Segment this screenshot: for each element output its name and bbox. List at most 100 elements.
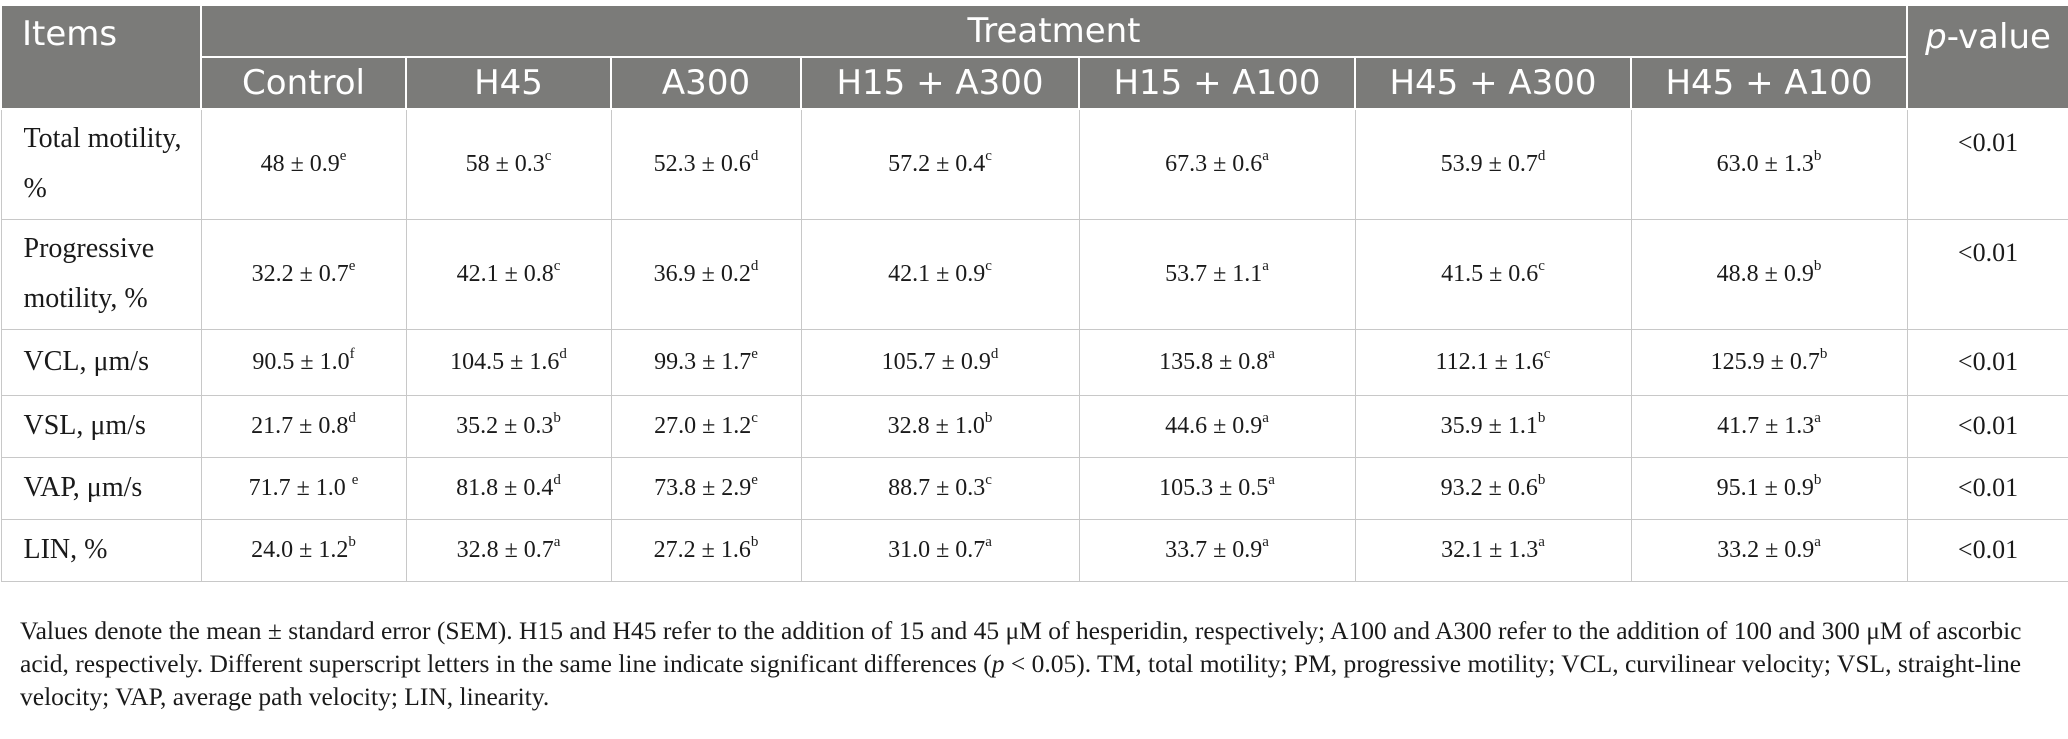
cell-value: 104.5 ± 1.6 — [450, 349, 560, 375]
header-group: H45 — [405, 56, 612, 110]
cell-superscript: f — [349, 346, 355, 362]
cell-value: 32.1 ± 1.3 — [1441, 537, 1539, 563]
cell-superscript: c — [1543, 346, 1551, 362]
header-group: H15 + A300 — [800, 56, 1080, 110]
cell-value: 53.7 ± 1.1 — [1165, 261, 1263, 287]
cell-superscript: e — [351, 472, 359, 488]
value-cell: 71.7 ± 1.0 e — [200, 456, 407, 520]
p-value-cell: <0.01 — [1906, 518, 2068, 582]
value-cell: 44.6 ± 0.9a — [1078, 394, 1356, 458]
results-table: Items Treatment p-value Control H45 A300 H1… — [0, 4, 2068, 582]
cell-value: 27.0 ± 1.2 — [654, 413, 752, 439]
value-cell: 33.7 ± 0.9a — [1078, 518, 1356, 582]
cell-value: 41.5 ± 0.6 — [1441, 261, 1539, 287]
cell-value: 53.9 ± 0.7 — [1440, 151, 1538, 178]
cell-superscript: a — [1538, 534, 1545, 550]
cell-value: 58 ± 0.3 — [465, 151, 545, 178]
p-value-cell: <0.01 — [1906, 456, 2068, 520]
value-cell: 73.8 ± 2.9e — [610, 456, 802, 520]
p-value-cell: <0.01 — [1906, 218, 2068, 330]
value-cell: 27.0 ± 1.2c — [610, 394, 802, 458]
cell-superscript: d — [750, 148, 759, 165]
cell-value: 99.3 ± 1.7 — [654, 349, 752, 375]
cell-value: 57.2 ± 0.4 — [888, 151, 986, 178]
value-cell: 63.0 ± 1.3b — [1630, 108, 1908, 220]
cell-superscript: c — [544, 148, 552, 165]
cell-superscript: a — [985, 534, 992, 550]
cell-superscript: c — [751, 410, 758, 426]
cell-superscript: b — [1537, 410, 1546, 426]
row-label: Progressive motility, % — [0, 218, 202, 330]
cell-superscript: e — [751, 346, 758, 362]
cell-superscript: b — [348, 534, 356, 550]
cell-superscript: d — [559, 346, 567, 362]
value-cell: 27.2 ± 1.6b — [610, 518, 802, 582]
row-label: VCL, μm/s — [0, 328, 202, 396]
header-group: H15 + A100 — [1078, 56, 1356, 110]
cell-value: 95.1 ± 0.9 — [1716, 475, 1814, 501]
cell-superscript: a — [1814, 410, 1821, 426]
cell-value: 32.8 ± 1.0 — [887, 413, 985, 439]
value-cell: 53.9 ± 0.7d — [1354, 108, 1632, 220]
cell-superscript: b — [1819, 346, 1828, 362]
cell-value: 24.0 ± 1.2 — [251, 537, 349, 563]
cell-superscript: b — [1813, 472, 1822, 488]
value-cell: 48.8 ± 0.9b — [1630, 218, 1908, 330]
header-group: Control — [200, 56, 407, 110]
value-cell: 104.5 ± 1.6d — [405, 328, 612, 396]
cell-value: 32.2 ± 0.7 — [251, 261, 349, 287]
cell-value: 33.2 ± 0.9 — [1717, 537, 1815, 563]
header-p-rest: -value — [1946, 17, 2051, 57]
cell-value: 33.7 ± 0.9 — [1165, 537, 1263, 563]
cell-value: 88.7 ± 0.3 — [888, 475, 986, 501]
header-treatment: Treatment — [199, 4, 1909, 58]
value-cell: 35.2 ± 0.3b — [405, 394, 612, 458]
value-cell: 42.1 ± 0.8c — [405, 218, 612, 330]
row-label: LIN, % — [0, 518, 202, 582]
cell-superscript: a — [1268, 346, 1275, 362]
cell-superscript: c — [985, 148, 992, 165]
header-p-italic: p — [1925, 17, 1947, 57]
value-cell: 42.1 ± 0.9c — [800, 218, 1080, 330]
cell-value: 35.9 ± 1.1 — [1440, 413, 1538, 439]
table-footnote: Values denote the mean ± standard error … — [20, 614, 2050, 713]
cell-superscript: e — [348, 258, 356, 274]
value-cell: 105.3 ± 0.5a — [1078, 456, 1356, 520]
cell-superscript: d — [348, 410, 356, 426]
cell-value: 36.9 ± 0.2 — [653, 261, 751, 287]
value-cell: 90.5 ± 1.0f — [200, 328, 407, 396]
p-value-cell: <0.01 — [1906, 108, 2068, 220]
cell-superscript: d — [1537, 148, 1546, 165]
cell-value: 135.8 ± 0.8 — [1159, 349, 1269, 375]
p-value-cell: <0.01 — [1906, 394, 2068, 458]
cell-superscript: c — [1538, 258, 1545, 274]
cell-value: 63.0 ± 1.3 — [1716, 151, 1814, 178]
cell-superscript: b — [553, 410, 561, 426]
value-cell: 32.2 ± 0.7e — [200, 218, 407, 330]
cell-superscript: c — [553, 258, 561, 274]
cell-superscript: d — [553, 472, 561, 488]
cell-value: 44.6 ± 0.9 — [1165, 413, 1263, 439]
value-cell: 53.7 ± 1.1a — [1078, 218, 1356, 330]
cell-value: 35.2 ± 0.3 — [456, 413, 554, 439]
value-cell: 21.7 ± 0.8d — [200, 394, 407, 458]
cell-value: 73.8 ± 2.9 — [654, 475, 752, 501]
cell-value: 32.8 ± 0.7 — [456, 537, 554, 563]
header-group: H45 + A300 — [1354, 56, 1632, 110]
footnote-p-italic: p — [991, 649, 1005, 678]
cell-value: 48 ± 0.9 — [260, 151, 340, 178]
table-row: Progressive motility, % 32.2 ± 0.7e 42.1 ±… — [0, 218, 2068, 330]
cell-value: 112.1 ± 1.6 — [1435, 349, 1544, 375]
cell-superscript: a — [1262, 534, 1269, 550]
table-row: LIN, % 24.0 ± 1.2b 32.8 ± 0.7a 27.2 ± 1.6b 3… — [0, 518, 2068, 582]
cell-superscript: a — [553, 534, 561, 550]
value-cell: 24.0 ± 1.2b — [200, 518, 407, 582]
cell-value: 48.8 ± 0.9 — [1716, 261, 1814, 287]
cell-superscript: c — [985, 472, 992, 488]
cell-value: 105.7 ± 0.9 — [881, 349, 991, 375]
cell-superscript: b — [1813, 148, 1822, 165]
value-cell: 67.3 ± 0.6a — [1078, 108, 1356, 220]
cell-value: 93.2 ± 0.6 — [1440, 475, 1538, 501]
value-cell: 57.2 ± 0.4c — [800, 108, 1080, 220]
cell-superscript: b — [1537, 472, 1546, 488]
